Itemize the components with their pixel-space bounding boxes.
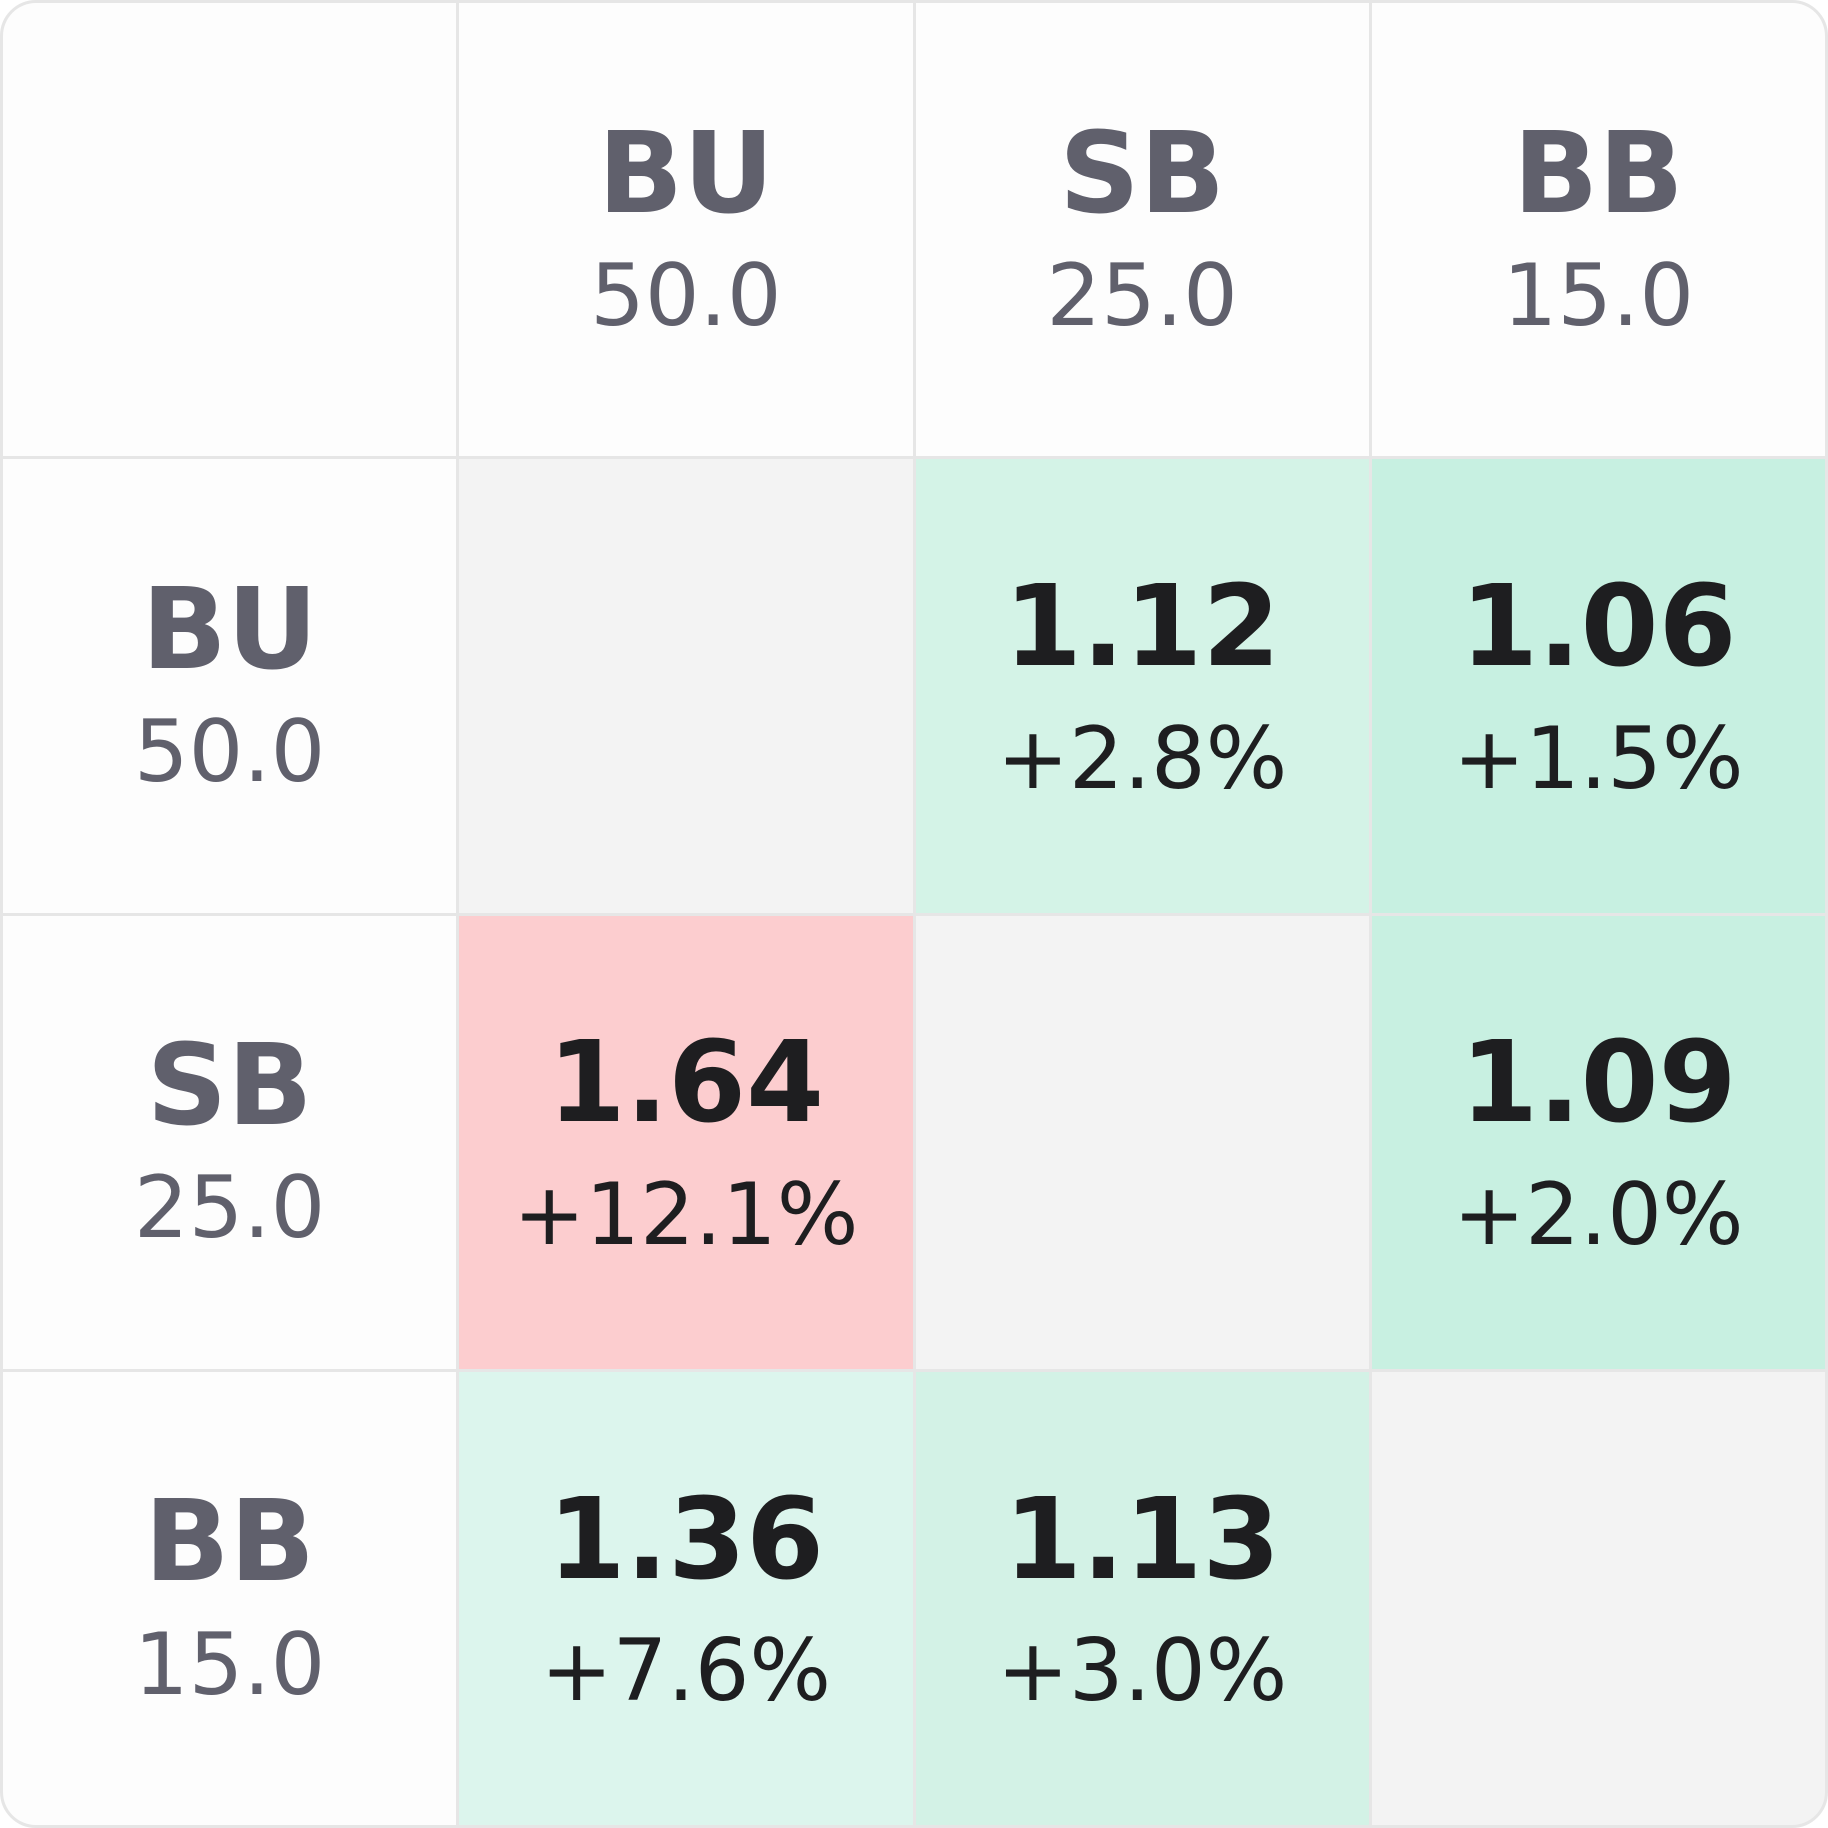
stack-size: 50.0 bbox=[590, 245, 782, 346]
position-label: BU bbox=[141, 564, 318, 695]
change: +1.5% bbox=[1453, 708, 1744, 809]
value: 1.06 bbox=[1460, 562, 1737, 693]
change: +7.6% bbox=[540, 1621, 832, 1722]
value: 1.64 bbox=[547, 1018, 825, 1149]
stack-size: 25.0 bbox=[133, 1158, 326, 1259]
change: +2.0% bbox=[1453, 1164, 1744, 1265]
stack-size: 15.0 bbox=[1502, 245, 1695, 346]
matchup-cell: 1.06 +1.5% bbox=[1371, 459, 1825, 913]
position-label: SB bbox=[146, 1021, 313, 1152]
matchup-cell: 1.12 +2.8% bbox=[915, 459, 1369, 913]
empty-cell bbox=[459, 459, 913, 913]
change: +2.8% bbox=[996, 708, 1288, 809]
column-header: BB 15.0 bbox=[1371, 3, 1825, 457]
column-header: SB 25.0 bbox=[915, 3, 1369, 457]
matchup-cell: 1.09 +2.0% bbox=[1371, 915, 1825, 1369]
value: 1.36 bbox=[547, 1474, 825, 1605]
stack-size: 50.0 bbox=[133, 702, 326, 803]
matchup-cell: 1.64 +12.1% bbox=[459, 915, 913, 1369]
change: +3.0% bbox=[996, 1621, 1288, 1722]
corner-cell bbox=[3, 3, 457, 457]
position-label: SB bbox=[1059, 108, 1226, 239]
value: 1.13 bbox=[1003, 1474, 1281, 1605]
stack-size: 15.0 bbox=[133, 1614, 326, 1715]
empty-cell bbox=[915, 915, 1369, 1369]
empty-cell bbox=[1371, 1371, 1825, 1825]
position-label: BB bbox=[144, 1477, 315, 1608]
column-header: BU 50.0 bbox=[459, 3, 913, 457]
stack-size: 25.0 bbox=[1046, 245, 1238, 346]
row-header: SB 25.0 bbox=[3, 915, 457, 1369]
row-header: BB 15.0 bbox=[3, 1371, 457, 1825]
position-label: BU bbox=[597, 108, 775, 239]
value: 1.09 bbox=[1460, 1018, 1737, 1149]
position-label: BB bbox=[1513, 108, 1684, 239]
change: +12.1% bbox=[513, 1164, 859, 1265]
row-header: BU 50.0 bbox=[3, 459, 457, 913]
matchup-cell: 1.13 +3.0% bbox=[915, 1371, 1369, 1825]
value: 1.12 bbox=[1003, 562, 1281, 693]
matchup-cell: 1.36 +7.6% bbox=[459, 1371, 913, 1825]
